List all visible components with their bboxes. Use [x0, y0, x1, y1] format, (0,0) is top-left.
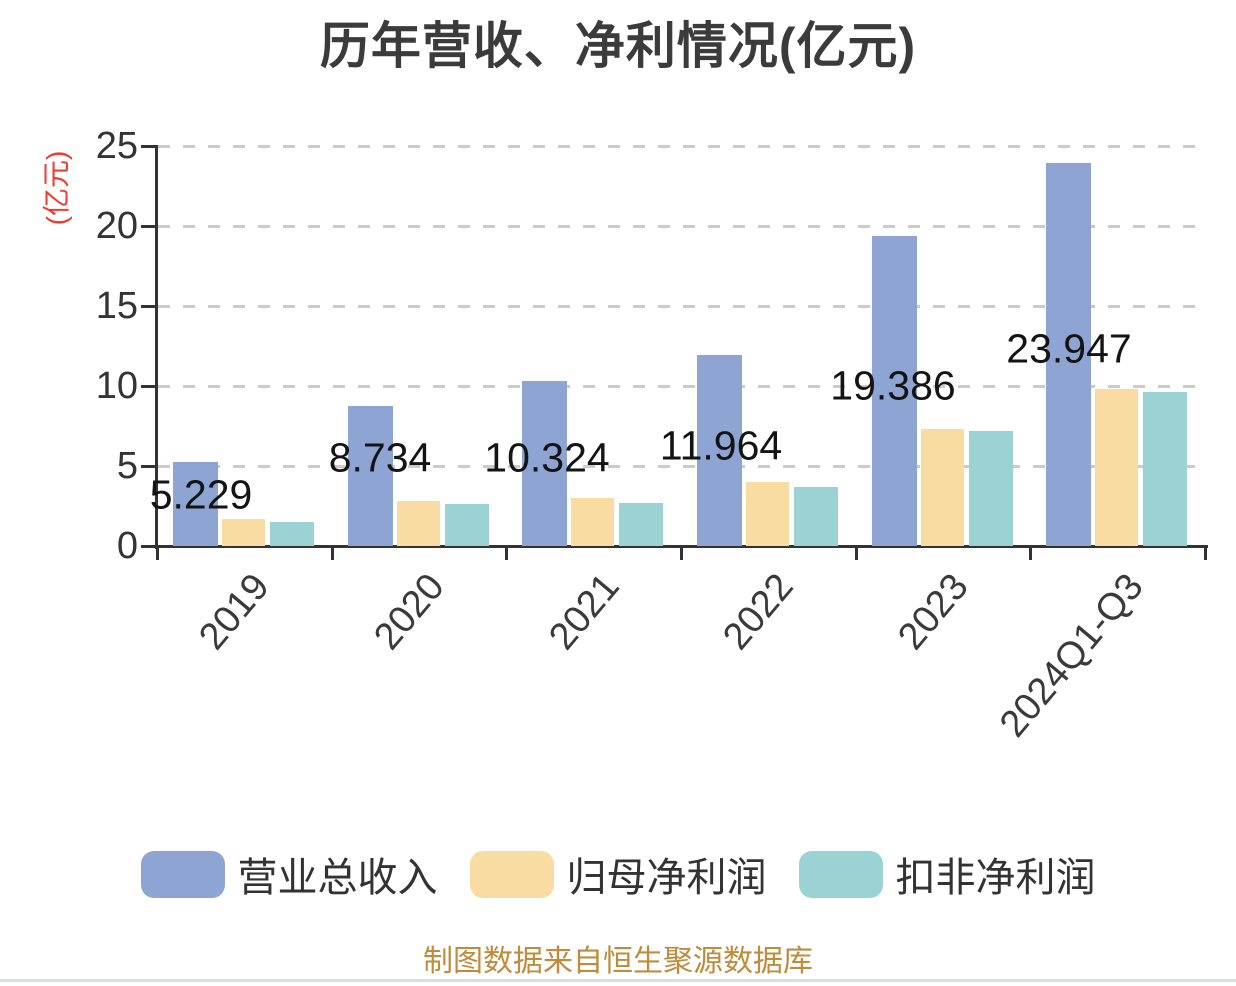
bar-扣非净利润-2022[interactable] — [794, 487, 838, 546]
y-tick-5 — [141, 465, 156, 468]
data-source-note: 制图数据来自恒生聚源数据库 — [423, 945, 813, 978]
gridline-10 — [158, 385, 1205, 388]
bar-营业总收入-2023[interactable] — [872, 236, 917, 546]
y-tick-label-20: 20 — [95, 205, 138, 247]
y-tick-10 — [141, 385, 156, 388]
x-tick-3 — [680, 546, 683, 560]
bar-value-label-2020: 8.734 — [328, 434, 432, 481]
gridline-5 — [158, 465, 1205, 468]
y-tick-label-25: 25 — [95, 125, 138, 167]
legend-item-营业总收入[interactable]: 营业总收入 — [140, 845, 438, 903]
x-tick-0 — [156, 546, 159, 560]
bar-营业总收入-2021[interactable] — [522, 381, 567, 546]
legend: 营业总收入 归母净利润 扣非净利润 — [0, 845, 1236, 903]
x-axis-label-2023: 2023 — [890, 566, 978, 658]
legend-swatch-icon — [469, 850, 554, 898]
bar-value-label-2019: 5.229 — [149, 471, 253, 518]
legend-swatch-icon — [140, 850, 225, 898]
bar-value-label-2021: 10.324 — [484, 434, 610, 481]
bar-扣非净利润-2021[interactable] — [619, 503, 663, 546]
x-tick-1 — [331, 546, 334, 560]
bar-value-label-2024Q1-Q3: 23.947 — [1006, 325, 1132, 372]
bar-营业总收入-2020[interactable] — [348, 406, 393, 546]
bar-归母净利润-2022[interactable] — [746, 482, 789, 546]
bar-value-label-2023: 19.386 — [830, 362, 956, 409]
legend-item-扣非净利润[interactable]: 扣非净利润 — [798, 845, 1096, 903]
y-tick-25 — [141, 145, 156, 148]
bar-value-label-2022: 11.964 — [659, 422, 783, 469]
x-tick-6 — [1204, 546, 1207, 560]
y-tick-label-5: 5 — [116, 445, 138, 487]
x-axis-label-2021: 2021 — [541, 566, 629, 658]
bar-归母净利润-2020[interactable] — [397, 501, 440, 546]
y-tick-label-0: 0 — [116, 525, 138, 567]
legend-swatch-icon — [798, 850, 883, 898]
x-tick-2 — [505, 546, 508, 560]
bar-归母净利润-2019[interactable] — [222, 519, 265, 546]
x-axis-label-2020: 2020 — [366, 566, 454, 658]
gridline-20 — [158, 225, 1205, 228]
y-tick-0 — [141, 545, 156, 548]
bar-扣非净利润-2024Q1-Q3[interactable] — [1143, 392, 1187, 546]
bar-营业总收入-2022[interactable] — [697, 355, 742, 546]
x-tick-4 — [855, 546, 858, 560]
x-axis-label-2024Q1-Q3: 2024Q1-Q3 — [992, 566, 1153, 746]
y-axis-line — [155, 145, 158, 549]
x-axis-label-2019: 2019 — [191, 566, 279, 658]
legend-label: 归母净利润 — [566, 856, 767, 900]
gridline-25 — [158, 145, 1205, 148]
bar-营业总收入-2024Q1-Q3[interactable] — [1046, 163, 1091, 546]
legend-label: 营业总收入 — [237, 856, 438, 900]
chart-title: 历年营收、净利情况(亿元) — [319, 18, 917, 74]
x-axis-label-2022: 2022 — [715, 566, 803, 658]
bar-扣非净利润-2019[interactable] — [270, 522, 314, 546]
x-tick-5 — [1029, 546, 1032, 560]
bar-归母净利润-2023[interactable] — [921, 429, 964, 546]
bottom-divider — [0, 979, 1236, 982]
bar-扣非净利润-2023[interactable] — [969, 431, 1013, 546]
legend-label: 扣非净利润 — [895, 856, 1096, 900]
y-tick-label-15: 15 — [95, 285, 138, 327]
bar-扣非净利润-2020[interactable] — [445, 504, 489, 546]
gridline-15 — [158, 305, 1205, 308]
bar-归母净利润-2024Q1-Q3[interactable] — [1095, 389, 1138, 546]
bar-归母净利润-2021[interactable] — [571, 498, 614, 546]
y-tick-15 — [141, 305, 156, 308]
legend-item-归母净利润[interactable]: 归母净利润 — [469, 845, 767, 903]
y-tick-label-10: 10 — [95, 365, 138, 407]
y-tick-20 — [141, 225, 156, 228]
bar-营业总收入-2019[interactable] — [173, 462, 218, 546]
